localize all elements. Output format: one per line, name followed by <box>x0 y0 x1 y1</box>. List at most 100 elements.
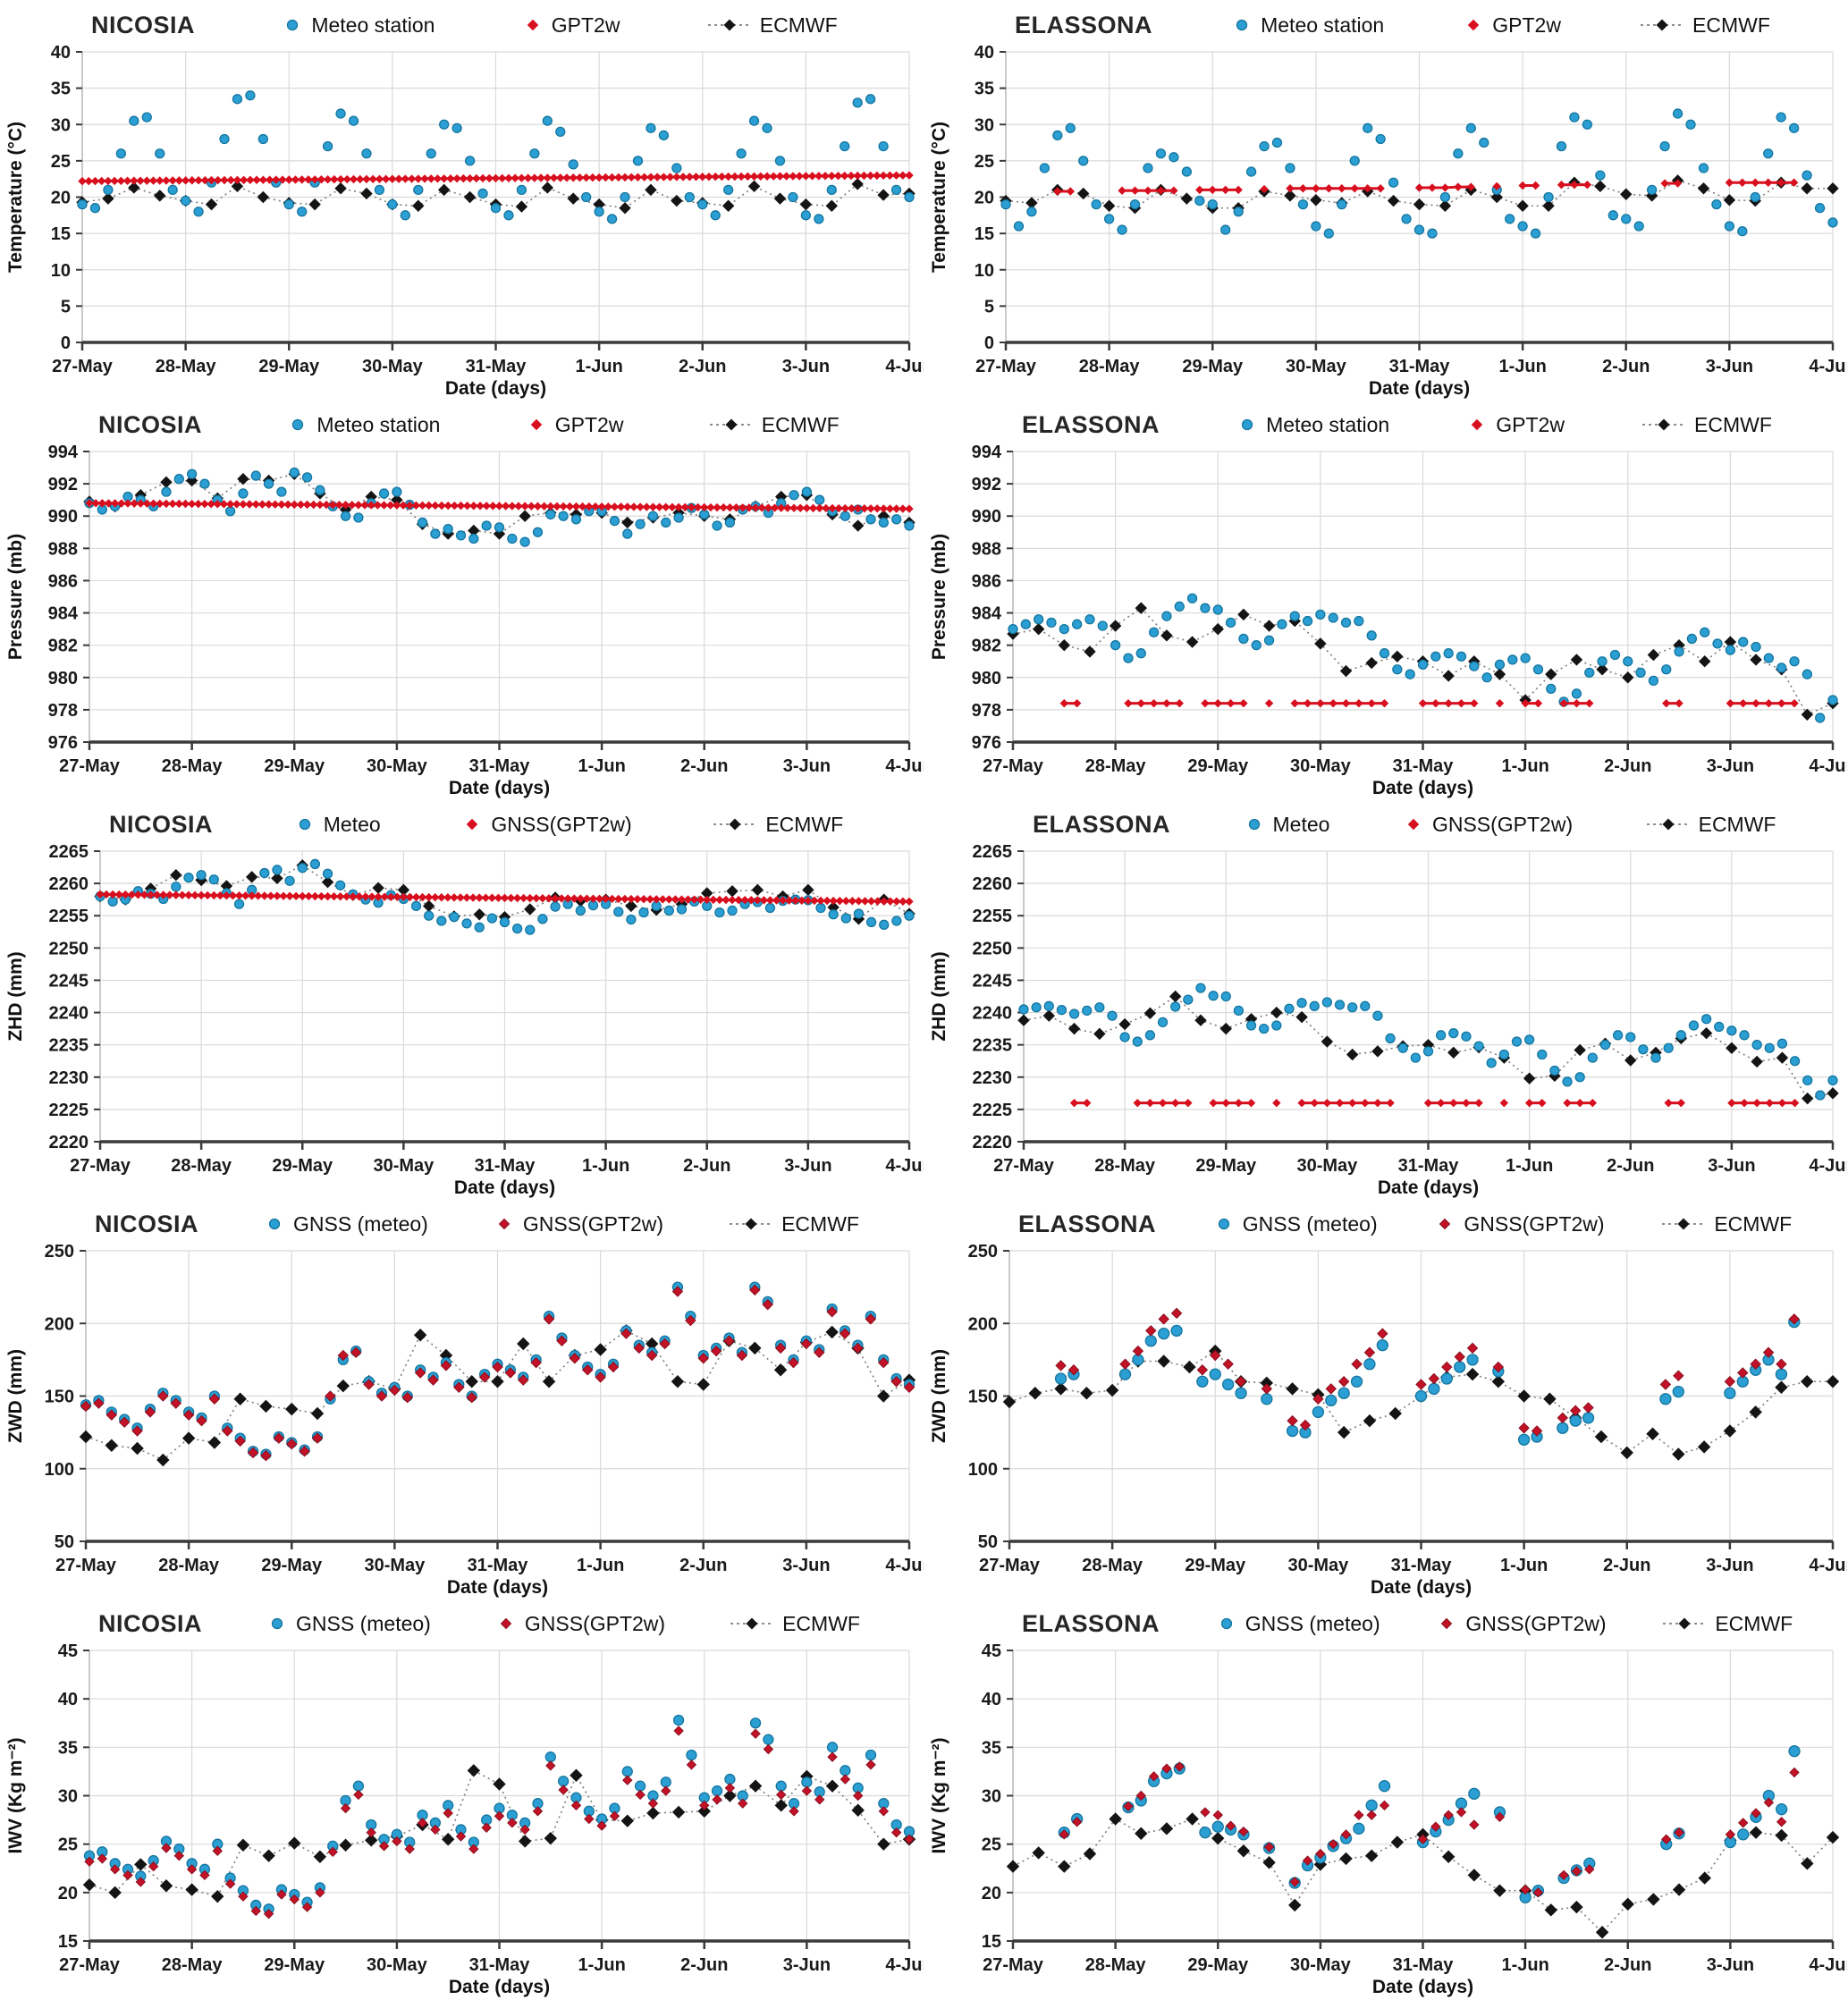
x-axis-label: Date (days) <box>1378 1177 1479 1198</box>
y-tick-label: 40 <box>58 1690 78 1709</box>
y-tick-label: 200 <box>45 1314 74 1334</box>
y-tick-label: 2225 <box>973 1101 1013 1120</box>
red-diamond-marker-icon <box>498 1218 511 1230</box>
legend: Meteo station GPT2w ECMWF <box>202 413 924 437</box>
legend-item: GPT2w <box>521 13 620 38</box>
legend-label: GPT2w <box>551 13 620 37</box>
y-tick-label: 250 <box>45 1244 74 1262</box>
legend-item: GNSS(GPT2w) <box>460 813 632 837</box>
legend-label: GNSS(GPT2w) <box>1465 1611 1607 1635</box>
panel-header: ELASSONA Meteo station GPT2w ECMWF <box>924 0 1848 45</box>
panel-title: ELASSONA <box>1015 11 1153 38</box>
panel-header: NICOSIA Meteo GNSS(GPT2w) ECMWF <box>0 799 924 844</box>
x-tick-label: 2-Jun <box>683 1156 730 1176</box>
legend-label: ECMWF <box>765 812 844 836</box>
x-tick-label: 28-May <box>1085 1955 1147 1975</box>
legend: Meteo station GPT2w ECMWF <box>195 13 924 38</box>
x-tick-label: 31-May <box>1389 357 1451 376</box>
y-tick-label: 2220 <box>49 1133 89 1152</box>
chart-panel-elassona-zhd: ELASSONA Meteo GNSS(GPT2w) ECMWF 2220 2225 223… <box>924 799 1848 1199</box>
legend-item: Meteo <box>293 813 381 837</box>
legend: GNSS (meteo) GNSS(GPT2w) ECMWF <box>1156 1212 1848 1236</box>
legend-label: ECMWF <box>1714 1211 1793 1236</box>
x-tick-label: 31-May <box>1393 1955 1455 1975</box>
x-tick-label: 2-Jun <box>1603 1556 1650 1575</box>
panel-title: NICOSIA <box>109 810 214 838</box>
y-tick-label: 976 <box>48 733 78 753</box>
legend-label: GNSS (meteo) <box>296 1611 431 1635</box>
x-tick-label: 1-Jun <box>1500 1556 1548 1575</box>
y-tick-label: 25 <box>982 1835 1001 1855</box>
y-tick-label: 0 <box>61 333 71 353</box>
x-tick-label: 3-Jun <box>782 357 830 376</box>
x-tick-label: 4-Jun <box>1809 357 1847 376</box>
y-tick-label: 2265 <box>49 844 89 862</box>
blue-circle-marker-icon <box>1248 818 1260 831</box>
x-tick-label: 4-Jun <box>885 1955 924 1975</box>
y-axis-label: ZHD (mm) <box>5 951 26 1041</box>
legend-label: GNSS (meteo) <box>1242 1211 1378 1236</box>
x-tick-label: 27-May <box>52 357 114 376</box>
x-tick-label: 29-May <box>261 1556 323 1575</box>
y-tick-label: 30 <box>58 1787 78 1807</box>
legend-item: Meteo station <box>1230 13 1384 38</box>
legend-label: ECMWF <box>759 13 838 37</box>
x-tick-label: 30-May <box>367 1955 428 1975</box>
x-tick-label: 4-Jun <box>1809 1955 1847 1975</box>
series-gnss-gpt2w- <box>1059 1761 1800 1898</box>
y-axis-label: Pressure (mb) <box>929 534 949 660</box>
x-tick-label: 2-Jun <box>1607 1156 1654 1176</box>
series-gnss-gpt2w- <box>96 890 914 907</box>
y-axis-label: Pressure (mb) <box>5 534 26 660</box>
legend-label: GNSS(GPT2w) <box>1464 1211 1605 1236</box>
y-tick-label: 990 <box>48 507 78 527</box>
legend-item: ECMWF <box>1660 1212 1792 1236</box>
x-axis-label: Date (days) <box>1371 1577 1472 1598</box>
chart-panel-elassona-pressure: ELASSONA Meteo station GPT2w ECMWF 976 978 980… <box>924 400 1848 799</box>
x-tick-label: 1-Jun <box>582 1156 629 1176</box>
x-tick-label: 28-May <box>162 1955 224 1975</box>
y-tick-label: 982 <box>972 637 1001 656</box>
red-diamond-marker-icon <box>530 418 542 431</box>
legend-label: Meteo <box>323 812 381 836</box>
blue-circle-marker-icon <box>299 818 310 831</box>
legend: GNSS (meteo) GNSS(GPT2w) ECMWF <box>198 1212 924 1236</box>
x-tick-label: 28-May <box>162 756 224 776</box>
x-tick-label: 29-May <box>1185 1556 1246 1575</box>
x-tick-label: 3-Jun <box>784 1156 831 1176</box>
x-tick-label: 3-Jun <box>1708 1156 1755 1176</box>
panel-header: NICOSIA Meteo station GPT2w ECMWF <box>0 0 924 45</box>
x-tick-label: 4-Jun <box>1809 1156 1847 1176</box>
y-tick-label: 200 <box>968 1314 998 1334</box>
legend-label: ECMWF <box>782 1611 860 1635</box>
series-gnss-gpt2w- <box>1055 1307 1801 1437</box>
y-tick-label: 100 <box>968 1460 998 1480</box>
legend-item: GNSS(GPT2w) <box>493 1212 663 1236</box>
legend-label: GNSS(GPT2w) <box>522 1211 664 1236</box>
chart-panel-nicosia-iwv: NICOSIA GNSS (meteo) GNSS(GPT2w) ECMWF 15 20 2… <box>0 1599 924 1998</box>
panel-title: NICOSIA <box>98 1609 203 1637</box>
x-tick-label: 3-Jun <box>1706 357 1753 376</box>
x-tick-label: 28-May <box>1094 1156 1156 1176</box>
x-tick-label: 1-Jun <box>1498 357 1546 376</box>
y-tick-label: 984 <box>972 604 1002 624</box>
legend-item: GPT2w <box>1462 13 1561 38</box>
chart-panel-elassona-zwd: ELASSONA GNSS (meteo) GNSS(GPT2w) ECMWF 50 10… <box>924 1199 1848 1599</box>
y-tick-label: 992 <box>48 475 78 494</box>
legend-label: GPT2w <box>1496 412 1565 436</box>
blue-circle-marker-icon <box>287 19 299 31</box>
legend-item: GNSS (meteo) <box>263 1212 428 1236</box>
red-diamond-marker-icon <box>1407 818 1420 831</box>
x-tick-label: 27-May <box>975 357 1037 376</box>
y-tick-label: 15 <box>58 1932 78 1952</box>
x-tick-label: 1-Jun <box>1501 756 1548 776</box>
y-tick-label: 30 <box>975 115 994 135</box>
legend: Meteo GNSS(GPT2w) ECMWF <box>213 813 924 837</box>
legend-label: GNSS(GPT2w) <box>1431 812 1574 836</box>
x-tick-label: 27-May <box>983 756 1044 776</box>
legend-item: ECMWF <box>706 13 838 38</box>
y-tick-label: 990 <box>972 507 1001 527</box>
y-axis-label: ZWD (mm) <box>5 1349 26 1443</box>
y-tick-label: 20 <box>982 1884 1001 1903</box>
x-axis-label: Date (days) <box>447 1577 548 1598</box>
